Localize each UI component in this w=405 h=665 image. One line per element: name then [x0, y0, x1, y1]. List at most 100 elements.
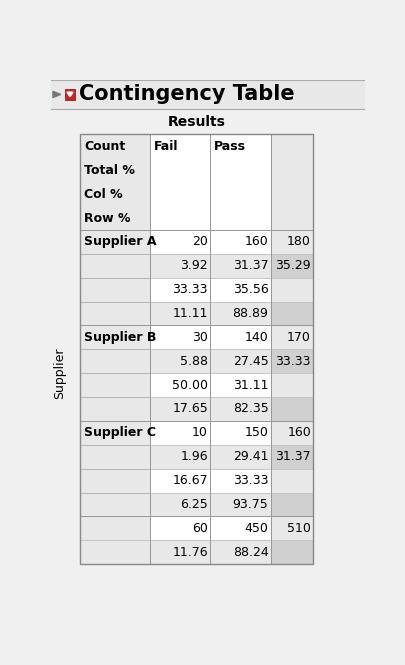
Bar — [271, 469, 313, 493]
Bar — [150, 349, 210, 373]
Bar — [150, 517, 210, 540]
Bar — [150, 278, 210, 301]
Bar — [210, 469, 271, 493]
Text: 93.75: 93.75 — [232, 498, 269, 511]
Bar — [271, 230, 313, 254]
Bar — [150, 301, 210, 325]
Bar — [80, 397, 150, 421]
Bar — [80, 278, 150, 301]
Bar — [80, 134, 150, 230]
Bar — [150, 134, 210, 230]
Text: Results: Results — [168, 115, 226, 129]
Bar — [150, 373, 210, 397]
Bar — [80, 254, 150, 278]
Bar — [210, 134, 271, 230]
Text: 1.96: 1.96 — [180, 450, 208, 464]
Text: 6.25: 6.25 — [180, 498, 208, 511]
Text: Pass: Pass — [214, 140, 246, 153]
Text: 29.41: 29.41 — [233, 450, 269, 464]
Bar — [210, 421, 271, 445]
Bar — [210, 493, 271, 517]
Text: Row %: Row % — [84, 211, 130, 225]
Bar — [150, 397, 210, 421]
Bar — [80, 540, 150, 564]
Bar — [210, 230, 271, 254]
Polygon shape — [53, 91, 61, 98]
Text: 150: 150 — [245, 426, 269, 440]
Bar — [150, 254, 210, 278]
Text: 140: 140 — [245, 331, 269, 344]
Bar — [210, 540, 271, 564]
Bar — [271, 301, 313, 325]
Bar — [210, 301, 271, 325]
Text: Fail: Fail — [154, 140, 178, 153]
Bar — [210, 278, 271, 301]
Text: Supplier: Supplier — [53, 347, 66, 399]
Bar — [80, 349, 150, 373]
Text: 31.37: 31.37 — [275, 450, 311, 464]
Text: 31.37: 31.37 — [233, 259, 269, 272]
Text: 31.11: 31.11 — [233, 378, 269, 392]
Text: 160: 160 — [245, 235, 269, 249]
Text: 10: 10 — [192, 426, 208, 440]
Bar — [271, 134, 313, 230]
Text: 510: 510 — [287, 522, 311, 535]
Text: Supplier C: Supplier C — [84, 426, 156, 440]
Text: 60: 60 — [192, 522, 208, 535]
Polygon shape — [67, 92, 73, 96]
Text: 33.33: 33.33 — [173, 283, 208, 296]
Text: 20: 20 — [192, 235, 208, 249]
Text: 33.33: 33.33 — [233, 474, 269, 487]
Text: 35.29: 35.29 — [275, 259, 311, 272]
Text: 170: 170 — [287, 331, 311, 344]
Bar — [210, 349, 271, 373]
Bar — [150, 230, 210, 254]
Text: 88.24: 88.24 — [232, 546, 269, 559]
Bar — [271, 445, 313, 469]
Bar — [210, 254, 271, 278]
Bar — [271, 349, 313, 373]
Bar — [271, 373, 313, 397]
Text: Contingency Table: Contingency Table — [79, 84, 294, 104]
Bar — [51, 80, 364, 109]
Text: Col %: Col % — [84, 188, 123, 201]
Bar — [271, 493, 313, 517]
Bar — [271, 397, 313, 421]
Bar — [80, 325, 150, 349]
Text: Supplier A: Supplier A — [84, 235, 156, 249]
Bar — [80, 301, 150, 325]
Bar — [210, 397, 271, 421]
Bar — [271, 517, 313, 540]
Bar — [80, 230, 150, 254]
Text: 35.56: 35.56 — [232, 283, 269, 296]
Bar — [64, 89, 75, 100]
Text: 17.65: 17.65 — [172, 402, 208, 416]
Bar — [80, 517, 150, 540]
Text: Total %: Total % — [84, 164, 135, 177]
Bar — [271, 278, 313, 301]
Text: 11.11: 11.11 — [173, 307, 208, 320]
Bar — [80, 445, 150, 469]
Bar — [150, 421, 210, 445]
Text: 88.89: 88.89 — [232, 307, 269, 320]
Text: 82.35: 82.35 — [232, 402, 269, 416]
Text: 5.88: 5.88 — [180, 354, 208, 368]
Bar — [210, 373, 271, 397]
Text: 33.33: 33.33 — [275, 354, 311, 368]
Text: 3.92: 3.92 — [180, 259, 208, 272]
Bar — [271, 254, 313, 278]
Bar — [80, 493, 150, 517]
Bar — [150, 325, 210, 349]
Bar — [80, 421, 150, 445]
Text: Supplier B: Supplier B — [84, 331, 156, 344]
Text: 450: 450 — [245, 522, 269, 535]
Bar — [271, 540, 313, 564]
Bar — [150, 540, 210, 564]
Bar — [150, 469, 210, 493]
Text: 11.76: 11.76 — [172, 546, 208, 559]
Text: 50.00: 50.00 — [172, 378, 208, 392]
Bar — [210, 325, 271, 349]
Bar — [210, 445, 271, 469]
Text: 160: 160 — [287, 426, 311, 440]
Text: Count: Count — [84, 140, 125, 153]
